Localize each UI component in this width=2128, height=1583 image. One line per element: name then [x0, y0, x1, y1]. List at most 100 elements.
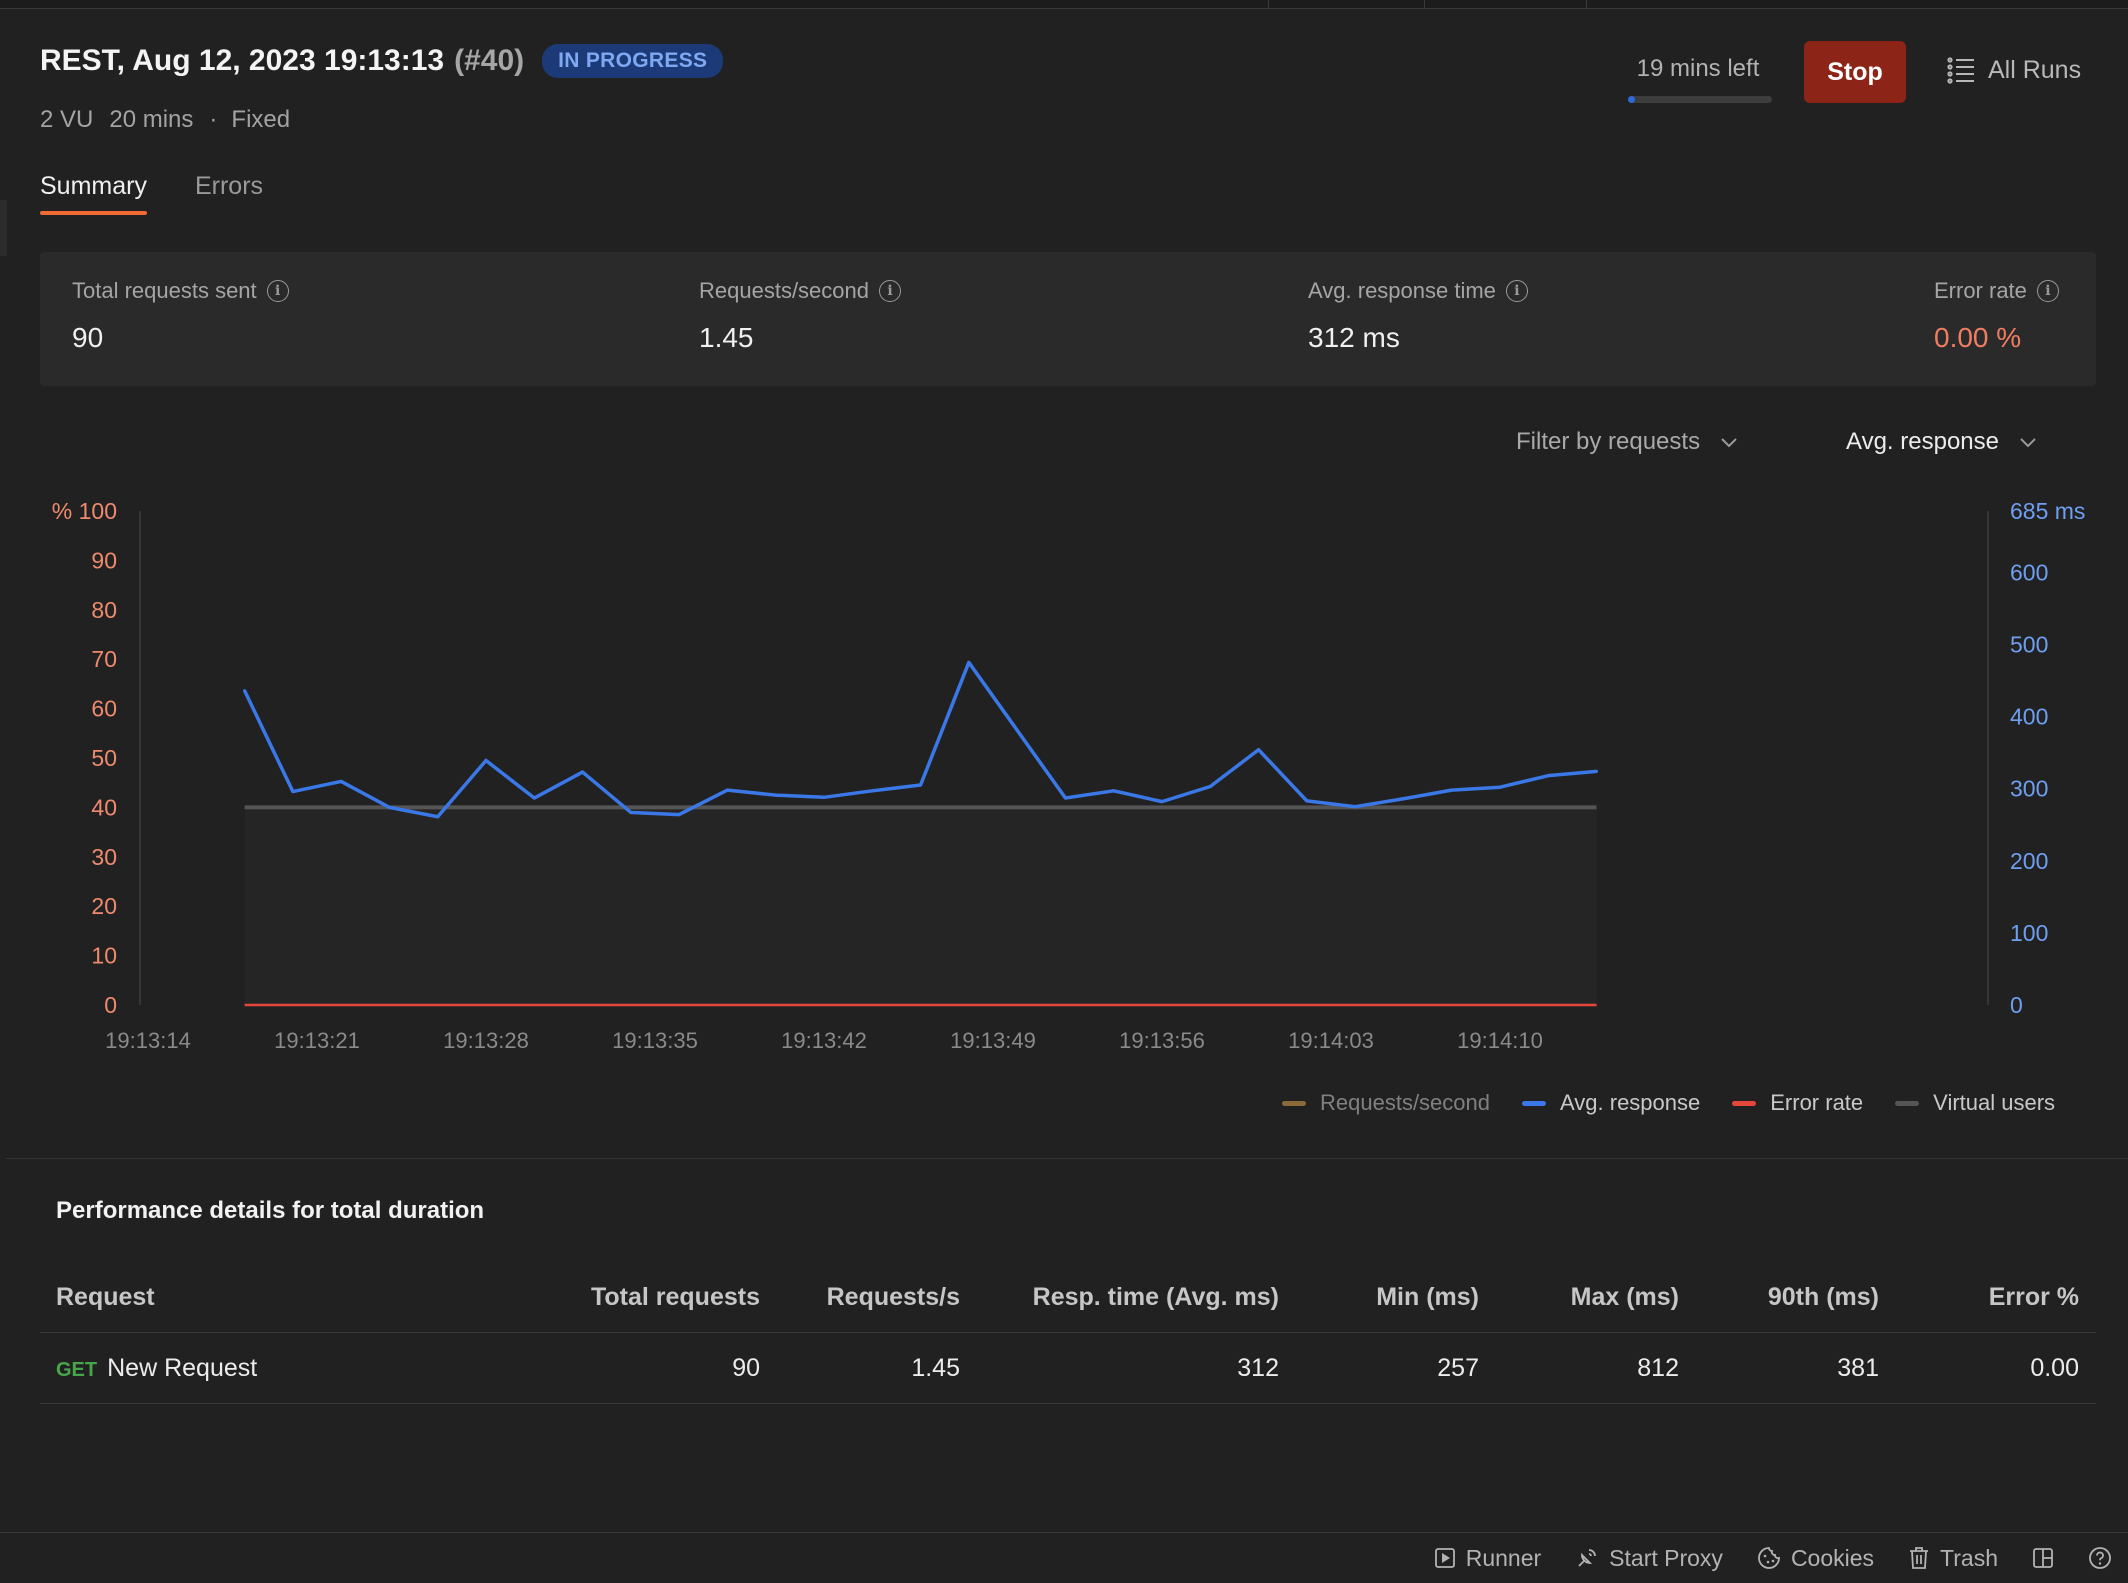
avg-response-point	[967, 660, 971, 664]
avg-response-point	[1063, 796, 1067, 800]
y-left-tick-label: 0	[104, 992, 117, 1018]
info-icon[interactable]: i	[879, 280, 901, 302]
avg-response-point	[436, 815, 440, 819]
y-left-tick-label: 50	[91, 745, 117, 771]
x-tick-label: 19:13:14	[105, 1028, 191, 1053]
time-progress-bar	[1628, 96, 1772, 103]
legend-error-rate[interactable]: Error rate	[1732, 1090, 1863, 1116]
x-tick-label: 19:13:56	[1119, 1028, 1205, 1053]
col-max: Max (ms)	[1570, 1282, 1679, 1311]
cookies-button[interactable]: Cookies	[1757, 1545, 1874, 1572]
legend-avg-response[interactable]: Avg. response	[1522, 1090, 1700, 1116]
layout-toggle-button[interactable]	[2032, 1547, 2054, 1569]
time-progress-fill	[1628, 96, 1636, 103]
legend-swatch	[1732, 1100, 1757, 1106]
info-icon[interactable]: i	[2036, 280, 2059, 302]
y-left-tick-label: 10	[91, 943, 117, 969]
tab-errors[interactable]: Errors	[194, 172, 264, 200]
trash-label: Trash	[1940, 1544, 1998, 1571]
avg-response-point	[774, 793, 778, 797]
col-total-requests: Total requests	[590, 1282, 760, 1311]
list-icon	[1947, 57, 1974, 84]
stat-avg-response-time: Avg. response time i 312 ms	[1308, 278, 1528, 354]
avg-response-point	[1353, 805, 1357, 809]
trash-button[interactable]: Trash	[1908, 1545, 1998, 1572]
status-badge: IN PROGRESS	[542, 44, 724, 78]
help-button[interactable]	[2088, 1546, 2112, 1570]
stat-value: 90	[72, 322, 104, 353]
legend-label: Avg. response	[1560, 1090, 1701, 1115]
runner-label: Runner	[1465, 1544, 1542, 1571]
y-right-tick-label: 500	[2010, 631, 2048, 657]
filter-requests-dropdown[interactable]: Filter by requests	[1516, 428, 1740, 456]
avg-response-point	[291, 790, 295, 794]
avg-response-point	[1595, 769, 1599, 773]
run-tabs: Summary Errors	[40, 172, 263, 215]
col-min: Min (ms)	[1376, 1282, 1479, 1311]
x-tick-label: 19:13:28	[443, 1028, 529, 1053]
avg-response-point	[1015, 728, 1019, 732]
x-tick-label: 19:13:21	[274, 1028, 360, 1053]
legend-label: Virtual users	[1933, 1090, 2056, 1115]
avg-response-point	[1450, 788, 1454, 792]
avg-response-point	[870, 789, 874, 793]
cell-max: 812	[1637, 1353, 1679, 1382]
run-id: (#40)	[454, 44, 525, 77]
avg-response-point	[1498, 785, 1502, 789]
y-left-tick-label: 20	[91, 893, 117, 919]
legend-requests-second[interactable]: Requests/second	[1282, 1090, 1490, 1116]
y-right-tick-label: 0	[2010, 992, 2023, 1018]
cookie-icon	[1758, 1547, 1780, 1569]
y-left-tick-label: 60	[91, 696, 117, 722]
y-left-tick-label: % 100	[52, 498, 117, 524]
y-left-tick-label: 90	[91, 547, 117, 573]
all-runs-button[interactable]: All Runs	[1946, 55, 2081, 85]
avg-response-point	[725, 788, 729, 792]
virtual-users-count: 2 VU	[40, 106, 94, 133]
stat-value: 0.00 %	[1934, 322, 2022, 353]
legend-virtual-users[interactable]: Virtual users	[1895, 1090, 2055, 1116]
avg-response-line	[242, 660, 1597, 819]
x-tick-label: 19:13:49	[950, 1028, 1036, 1053]
metric-dropdown[interactable]: Avg. response	[1846, 428, 2039, 456]
stat-value: 1.45	[699, 322, 754, 353]
avg-response-point	[484, 759, 488, 763]
filter-requests-label: Filter by requests	[1516, 428, 1701, 455]
stat-error-rate: Error rate i 0.00 %	[1934, 278, 2059, 354]
sidebar-edge	[0, 200, 7, 256]
runner-icon	[1434, 1548, 1455, 1568]
y-left-tick-label: 30	[91, 844, 117, 870]
y-right-tick-label: 100	[2010, 920, 2048, 946]
info-icon[interactable]: i	[1505, 280, 1528, 302]
stop-button[interactable]: Stop	[1804, 41, 1906, 103]
info-icon[interactable]: i	[266, 280, 289, 302]
cell-p90: 381	[1837, 1353, 1879, 1382]
y-right-tick-label: 600	[2010, 559, 2048, 585]
x-tick-label: 19:13:42	[781, 1028, 867, 1053]
table-row[interactable]: GET New Request 90 1.45 312 257 812 381 0…	[40, 1333, 2096, 1404]
cell-rps: 1.45	[911, 1353, 960, 1382]
request-cell: GET New Request	[40, 1354, 500, 1383]
avg-response-point	[387, 805, 391, 809]
y-right-tick-label: 200	[2010, 848, 2048, 874]
chevron-down-icon	[2020, 438, 2036, 448]
x-tick-label: 19:13:35	[612, 1028, 698, 1053]
y-left-tick-label: 70	[91, 646, 117, 672]
x-tick-label: 19:14:03	[1288, 1028, 1374, 1053]
legend-label: Error rate	[1770, 1090, 1864, 1115]
avg-response-point	[1305, 799, 1309, 803]
cell-total: 90	[732, 1353, 760, 1382]
avg-response-point	[822, 795, 826, 799]
start-proxy-label: Start Proxy	[1609, 1544, 1723, 1571]
y-right-tick-label: 400	[2010, 704, 2048, 730]
col-error-pct: Error %	[1988, 1282, 2079, 1311]
stat-total-requests: Total requests sent i 90	[72, 278, 289, 354]
runner-button[interactable]: Runner	[1434, 1545, 1541, 1572]
chart-legend: Requests/second Avg. response Error rate…	[1282, 1090, 2055, 1116]
start-proxy-button[interactable]: Start Proxy	[1575, 1545, 1723, 1572]
avg-response-point	[1546, 774, 1550, 778]
tab-summary[interactable]: Summary	[40, 172, 147, 215]
request-name: New Request	[107, 1353, 258, 1382]
avg-response-point	[919, 783, 923, 787]
summary-stats: Total requests sent i 90 Requests/second i…	[40, 252, 2096, 386]
